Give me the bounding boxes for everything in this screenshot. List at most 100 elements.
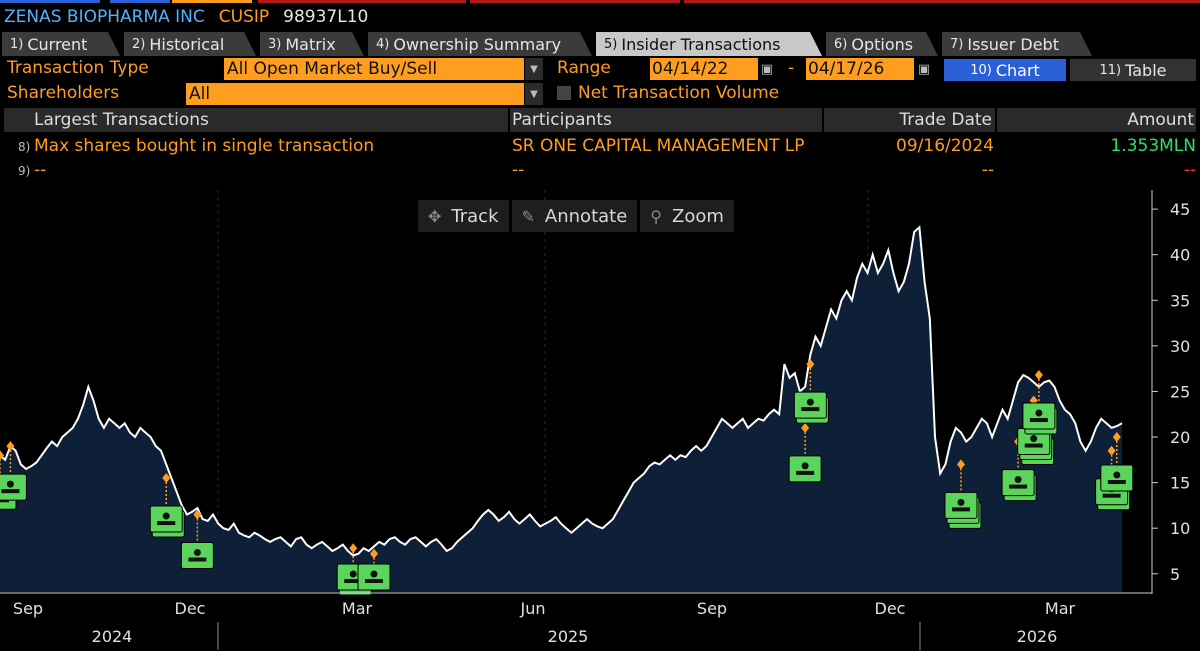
price-area <box>0 227 1122 593</box>
company-name[interactable]: ZENAS BIOPHARMA INC <box>4 7 205 27</box>
person-icon <box>957 498 965 506</box>
track-button[interactable]: ✥ Track <box>418 200 509 232</box>
person-icon <box>806 398 814 406</box>
x-month-label: Dec <box>175 599 206 618</box>
person-icon <box>188 557 207 562</box>
annotate-button[interactable]: ✎ Annotate <box>511 200 638 232</box>
security-header: ZENAS BIOPHARMA INC CUSIP 98937L10 <box>0 4 1200 30</box>
person-icon <box>370 570 378 578</box>
col-trade-date[interactable]: Trade Date <box>899 110 992 130</box>
person-icon <box>1024 443 1043 448</box>
person-icon <box>796 470 815 475</box>
table-row[interactable]: 9) -- -- -- -- <box>18 160 1196 180</box>
transaction-diamond <box>0 450 4 461</box>
transaction-description: Max shares bought in single transaction <box>34 136 375 156</box>
participant: -- <box>512 160 525 180</box>
range-end-input[interactable]: 04/17/26 <box>806 58 914 80</box>
chart-button[interactable]: 10) Chart <box>944 59 1066 81</box>
chevron-down-icon[interactable]: ▼ <box>525 58 543 80</box>
cusip-value: 98937L10 <box>283 7 369 27</box>
transaction-diamond <box>806 359 815 370</box>
tab-options[interactable]: 6) Options <box>826 32 938 56</box>
col-largest-transactions[interactable]: Largest Transactions <box>34 110 209 130</box>
shareholders-select[interactable]: All <box>186 83 524 105</box>
y-tick-label: 35 <box>1170 291 1190 310</box>
net-volume-label: Net Transaction Volume <box>578 83 780 103</box>
person-icon <box>1107 480 1126 485</box>
table-header: Largest Transactions Participants Trade … <box>4 108 1196 132</box>
function-tabs: 1) Current 2) Historical 3) Matrix 4) Owners… <box>0 30 1200 56</box>
filter-row-2: Shareholders All ▼ Net Transaction Volum… <box>0 82 1200 106</box>
chart-toolbar: ✥ Track ✎ Annotate ⚲ Zoom <box>418 200 734 232</box>
x-year-label: 2025 <box>548 627 589 646</box>
tab-insider-transactions[interactable]: 5) Insider Transactions <box>596 32 822 56</box>
transaction-diamond <box>956 459 965 470</box>
chevron-down-icon[interactable]: ▼ <box>525 83 543 105</box>
magnifier-icon: ⚲ <box>650 206 663 226</box>
top-color-strip <box>0 0 1200 4</box>
col-participants[interactable]: Participants <box>512 110 612 130</box>
crosshair-icon: ✥ <box>428 206 442 226</box>
person-icon <box>1009 484 1028 489</box>
shareholders-label: Shareholders <box>7 83 120 103</box>
x-month-label: Mar <box>342 599 373 618</box>
participant: SR ONE CAPITAL MANAGEMENT LP <box>512 136 805 156</box>
y-tick-label: 5 <box>1170 565 1180 584</box>
person-icon <box>1029 418 1048 423</box>
person-icon <box>1102 493 1121 498</box>
person-icon <box>801 407 820 412</box>
person-icon <box>1035 409 1043 417</box>
transaction-type-select[interactable]: All Open Market Buy/Sell <box>224 58 524 80</box>
insider-badge <box>0 473 27 501</box>
tab-ownership-summary[interactable]: 4) Ownership Summary <box>368 32 592 56</box>
calendar-icon[interactable]: ▣ <box>760 61 774 77</box>
x-month-label: Sep <box>13 599 43 618</box>
y-tick-label: 40 <box>1170 246 1190 265</box>
table-button[interactable]: 11) Table <box>1070 59 1196 81</box>
calendar-icon[interactable]: ▣ <box>917 61 931 77</box>
filter-row-1: Transaction Type All Open Market Buy/Sel… <box>0 57 1200 81</box>
person-icon <box>349 570 357 578</box>
tab-current[interactable]: 1) Current <box>2 32 120 56</box>
transaction-type-label: Transaction Type <box>7 58 149 78</box>
transaction-description: -- <box>34 160 47 180</box>
person-icon <box>162 512 170 520</box>
transaction-diamond <box>6 441 15 452</box>
tab-historical[interactable]: 2) Historical <box>124 32 256 56</box>
y-tick-label: 45 <box>1170 200 1190 219</box>
transaction-diamond <box>349 543 358 554</box>
x-year-label: 2024 <box>92 627 133 646</box>
person-icon <box>344 579 363 583</box>
range-start-input[interactable]: 04/14/22 <box>650 58 758 80</box>
person-icon <box>801 462 809 470</box>
transaction-diamond <box>1034 370 1043 381</box>
x-month-label: Sep <box>697 599 727 618</box>
tab-issuer-debt[interactable]: 7) Issuer Debt <box>942 32 1092 56</box>
person-icon <box>1113 471 1121 479</box>
transaction-diamond <box>370 548 378 559</box>
person-icon <box>365 579 383 583</box>
y-tick-label: 30 <box>1170 337 1190 356</box>
y-tick-label: 10 <box>1170 519 1190 538</box>
x-year-label: 2026 <box>1017 627 1058 646</box>
person-icon <box>157 521 176 526</box>
x-month-label: Jun <box>520 599 546 618</box>
transaction-diamond <box>1112 432 1121 443</box>
pencil-icon: ✎ <box>521 206 535 226</box>
person-icon <box>1 489 20 494</box>
person-icon <box>6 480 14 488</box>
amount: -- <box>1183 160 1196 180</box>
tab-matrix[interactable]: 3) Matrix <box>260 32 364 56</box>
net-volume-checkbox[interactable] <box>557 86 571 100</box>
col-amount[interactable]: Amount <box>1127 110 1194 130</box>
y-tick-label: 25 <box>1170 382 1190 401</box>
person-icon <box>1030 435 1038 443</box>
person-icon <box>951 507 970 512</box>
zoom-button[interactable]: ⚲ Zoom <box>640 200 734 232</box>
range-label: Range <box>557 58 611 78</box>
table-row[interactable]: 8) Max shares bought in single transacti… <box>18 136 1196 156</box>
y-tick-label: 20 <box>1170 428 1190 447</box>
person-icon <box>193 549 201 557</box>
transaction-diamond <box>162 473 171 484</box>
